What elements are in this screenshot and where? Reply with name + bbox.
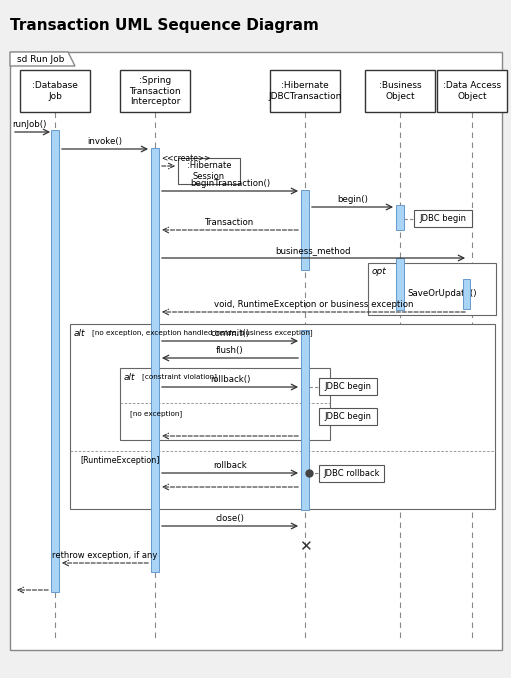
Text: JDBC begin: JDBC begin — [420, 214, 467, 223]
Text: :Hibernate
Session: :Hibernate Session — [187, 161, 231, 181]
Text: JDBC rollback: JDBC rollback — [323, 469, 380, 478]
Bar — [396, 258, 404, 310]
Text: opt: opt — [372, 266, 387, 275]
Bar — [365, 70, 435, 112]
Bar — [462, 279, 470, 309]
Text: alt: alt — [124, 372, 135, 382]
Text: rethrow exception, if any: rethrow exception, if any — [52, 551, 158, 560]
Text: [no exception]: [no exception] — [130, 410, 182, 417]
Text: :Data Access
Object: :Data Access Object — [443, 81, 501, 101]
Text: <<create>>: <<create>> — [161, 154, 211, 163]
Bar — [319, 465, 384, 482]
Text: :Spring
Transaction
Interceptor: :Spring Transaction Interceptor — [129, 76, 181, 106]
Text: JDBC begin: JDBC begin — [324, 382, 371, 391]
Bar — [70, 324, 495, 509]
Text: begin(): begin() — [337, 195, 368, 204]
Bar — [270, 70, 340, 112]
Text: :Hibernate
JDBCTransaction: :Hibernate JDBCTransaction — [268, 81, 342, 101]
Text: sd Run Job: sd Run Job — [17, 54, 64, 64]
Text: alt: alt — [74, 329, 85, 338]
Text: [RuntimeException]: [RuntimeException] — [80, 456, 159, 465]
Text: JDBC begin: JDBC begin — [324, 412, 371, 421]
Bar — [120, 70, 190, 112]
Bar — [414, 210, 472, 227]
Text: ✕: ✕ — [298, 540, 311, 555]
Text: commit(): commit() — [211, 329, 249, 338]
Text: void, RuntimeException or business exception: void, RuntimeException or business excep… — [214, 300, 413, 309]
Text: [constraint violation]: [constraint violation] — [142, 374, 217, 380]
Text: invoke(): invoke() — [87, 137, 123, 146]
Bar — [301, 190, 309, 270]
Polygon shape — [10, 52, 75, 66]
Text: Transaction UML Sequence Diagram: Transaction UML Sequence Diagram — [10, 18, 319, 33]
Text: :Database
Job: :Database Job — [32, 81, 78, 101]
Bar — [51, 130, 59, 592]
Text: business_method: business_method — [276, 246, 351, 255]
Text: beginTransaction(): beginTransaction() — [190, 179, 270, 188]
Text: rollback(): rollback() — [210, 375, 250, 384]
Text: runJob(): runJob() — [12, 120, 47, 129]
Bar — [368, 263, 496, 315]
Bar — [437, 70, 507, 112]
Bar — [178, 158, 240, 184]
Text: flush(): flush() — [216, 346, 244, 355]
Bar — [396, 205, 404, 230]
Bar — [20, 70, 90, 112]
Text: SaveOrUpdate(): SaveOrUpdate() — [407, 289, 477, 298]
Bar — [10, 52, 502, 650]
Bar — [319, 408, 377, 425]
Text: close(): close() — [216, 514, 244, 523]
Text: [no exception, exception handled inside, business exception]: [no exception, exception handled inside,… — [92, 330, 313, 336]
Text: :Business
Object: :Business Object — [379, 81, 421, 101]
Bar — [319, 378, 377, 395]
Text: rollback: rollback — [213, 461, 247, 470]
Bar — [120, 368, 330, 440]
Bar — [151, 148, 159, 572]
Bar — [301, 330, 309, 510]
Text: Transaction: Transaction — [205, 218, 254, 227]
